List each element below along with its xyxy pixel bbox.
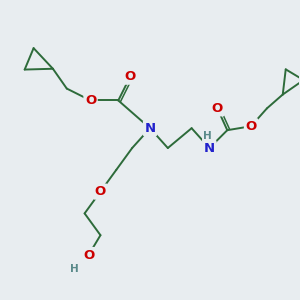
Text: O: O [85, 94, 96, 107]
Text: O: O [124, 70, 136, 83]
Text: O: O [95, 185, 106, 198]
Text: H: H [70, 264, 79, 274]
Text: H: H [203, 131, 212, 141]
Text: O: O [245, 120, 257, 133]
Text: O: O [212, 102, 223, 115]
Text: N: N [144, 122, 156, 135]
Text: O: O [83, 248, 94, 262]
Text: N: N [204, 142, 215, 154]
